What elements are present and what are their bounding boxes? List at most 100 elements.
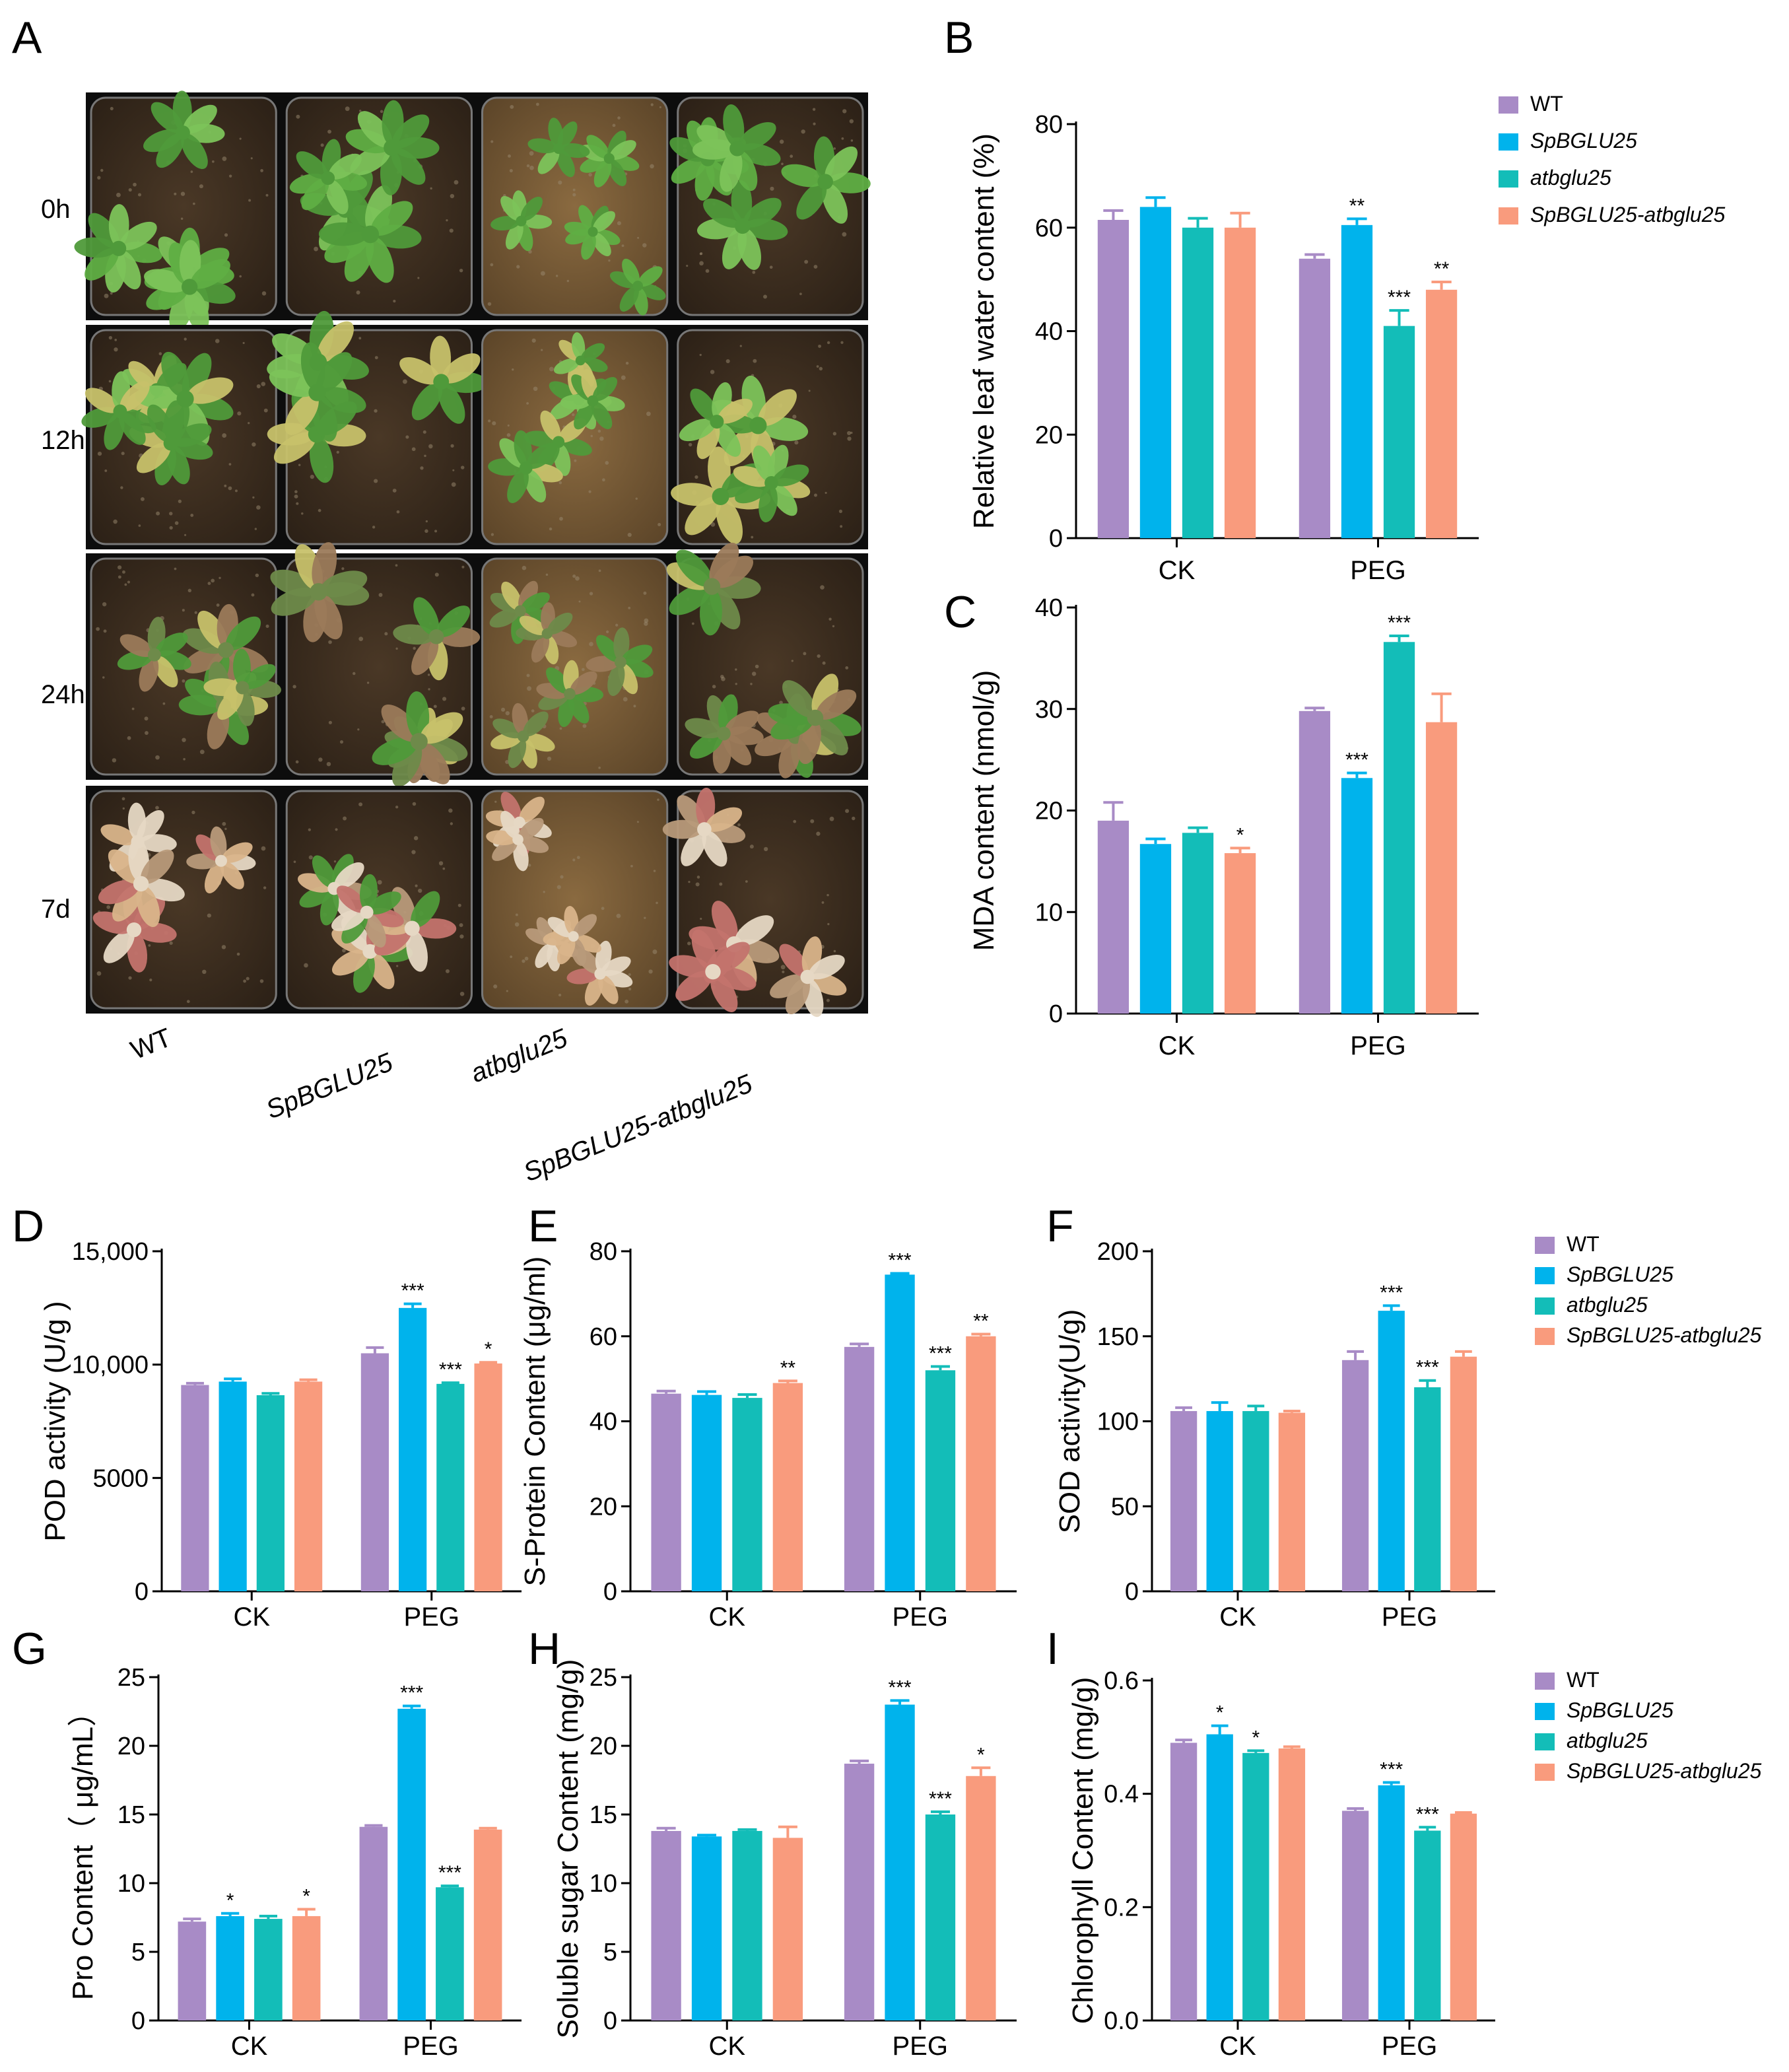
soil-speck [780,965,786,970]
soil-speck [413,646,416,650]
legend-swatch-SpBGLU25 [1535,1267,1555,1284]
legend-label-WT: WT [1530,92,1563,116]
leaf [243,664,276,689]
soil-speck [558,180,562,185]
bar-atbglu25-CK [256,1395,285,1591]
leaf [187,377,234,404]
soil-speck [112,758,117,763]
leaf [411,637,439,675]
soil-speck [643,591,647,595]
leaf [731,180,753,224]
soil-speck [345,106,350,112]
soil-speck [328,720,332,724]
bar-WT-CK [651,1830,681,2020]
soil-speck [833,950,836,953]
rosette-center [817,174,833,190]
soil-speck [658,522,661,526]
soil-speck [113,519,118,524]
soil-speck [182,609,185,612]
leaf [621,644,653,665]
leaf [703,198,742,228]
panel-label-C: C [944,587,976,637]
soil-speck [356,291,360,295]
legend-swatch-SpBGLU25 [1535,1703,1555,1720]
rosette-center [703,578,721,595]
soil-speck [494,800,497,803]
panel-label-B: B [944,13,974,63]
leaf [512,703,529,735]
soil-speck [256,384,261,389]
soil-speck [434,530,438,533]
soil-speck [812,108,816,111]
leaf [172,423,212,447]
soil-speck [782,970,785,974]
soil-speck [116,192,121,197]
soil-speck [366,681,370,684]
leaf [547,612,573,635]
y-tick-label: 0.6 [1104,1667,1139,1695]
leaf [772,464,809,487]
soil-speck [821,901,825,904]
soil-speck [696,876,700,879]
rosette-center [516,215,527,226]
leaf [381,704,419,742]
y-tick-label: 15,000 [72,1238,149,1266]
soil-speck [118,575,121,579]
soil-speck [446,219,448,222]
leaf [527,138,558,154]
soil-speck [428,688,430,691]
leaf [574,934,601,953]
bar-SpBGLU25-atbglu25-CK [772,1838,803,2020]
soil-speck [343,816,347,821]
rosette-center [568,931,579,942]
soil-speck [688,880,691,883]
panel-label-D: D [12,1201,44,1251]
rosette-center [361,225,380,244]
soil-speck [822,661,826,665]
rosette-center [575,355,586,366]
soil-speck [763,294,767,299]
rosette-center [360,905,374,919]
soil-speck [572,193,576,197]
soil-speck [535,102,539,106]
significance-label: ** [780,1357,796,1379]
soil-speck [102,602,107,607]
soil-speck [263,408,268,413]
significance-label: *** [889,1676,912,1698]
soil-speck [336,450,339,454]
soil-speck [174,521,179,525]
soil-speck [308,855,313,860]
leaf [553,358,580,374]
significance-label: ** [1434,258,1450,280]
soil-speck [144,716,149,721]
significance-label: *** [401,1280,424,1302]
soil-speck [187,588,192,593]
soil-speck [705,269,710,273]
leaf [372,737,418,765]
soil-speck [114,338,118,341]
soil-speck [449,228,454,233]
soil-speck [353,672,356,675]
column-label-SpBGLU25-atbglu25: SpBGLU25-atbglu25 [520,1069,757,1187]
leaf [164,400,184,442]
soil-speck [393,300,396,303]
leaf [609,140,636,160]
leaf [613,627,630,661]
soil-speck [184,534,187,536]
legend-swatch-SpBGLU25-atbglu25 [1535,1328,1555,1345]
soil-speck [296,114,300,119]
soil-speck [254,528,257,530]
soil-speck [310,475,314,479]
soil-speck [541,349,543,351]
bar-WT-PEG [360,1353,389,1591]
column-label-atbglu25: atbglu25 [467,1023,572,1089]
soil-speck [652,949,658,954]
rosette-center [218,642,234,658]
significance-label: * [1216,1702,1224,1724]
leaf [141,849,174,884]
soil-speck [833,147,836,150]
soil-speck [779,701,783,705]
y-tick-label: 15 [590,1801,617,1829]
soil-speck [445,969,450,973]
y-axis-title: MDA content (nmol/g) [968,670,1000,951]
